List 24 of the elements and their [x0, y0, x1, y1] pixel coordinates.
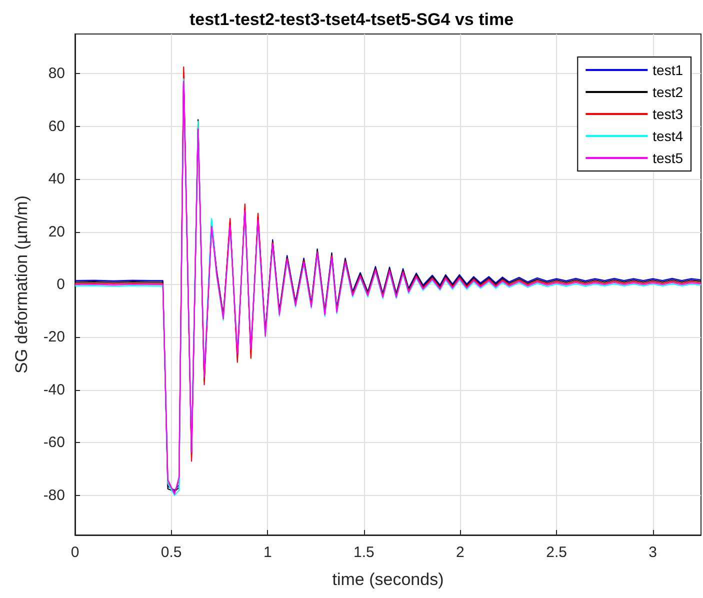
x-axis-title: time (seconds): [332, 570, 444, 589]
x-tick-label: 2.5: [546, 544, 567, 561]
y-tick-label: -80: [43, 486, 65, 504]
y-tick-label: 80: [48, 65, 65, 82]
y-tick-label: -40: [43, 381, 65, 398]
x-tick-label: 1.5: [353, 544, 374, 561]
legend-label: test5: [652, 150, 684, 166]
y-tick-label: -60: [43, 434, 65, 452]
x-tick-label: 0: [70, 544, 80, 561]
legend-label: test3: [652, 106, 684, 122]
x-tick-label: 2: [456, 544, 464, 561]
y-tick-label: 0: [56, 276, 65, 293]
legend-label: test2: [652, 84, 684, 100]
x-tick-label: 1: [263, 544, 272, 561]
chart-title: test1-test2-test3-tset4-tset5-SG4 vs time: [189, 10, 514, 29]
legend-label: test1: [652, 62, 684, 78]
x-tick-label: 0.5: [160, 544, 182, 561]
y-axis-title: SG deformation (µm/m): [12, 196, 31, 374]
y-tick-label: 60: [48, 118, 65, 135]
y-tick-label: 20: [48, 223, 65, 240]
legend-label: test4: [652, 128, 684, 144]
y-tick-label: -20: [43, 328, 65, 346]
y-tick-label: 40: [48, 170, 65, 188]
x-tick-label: 3: [648, 544, 658, 561]
